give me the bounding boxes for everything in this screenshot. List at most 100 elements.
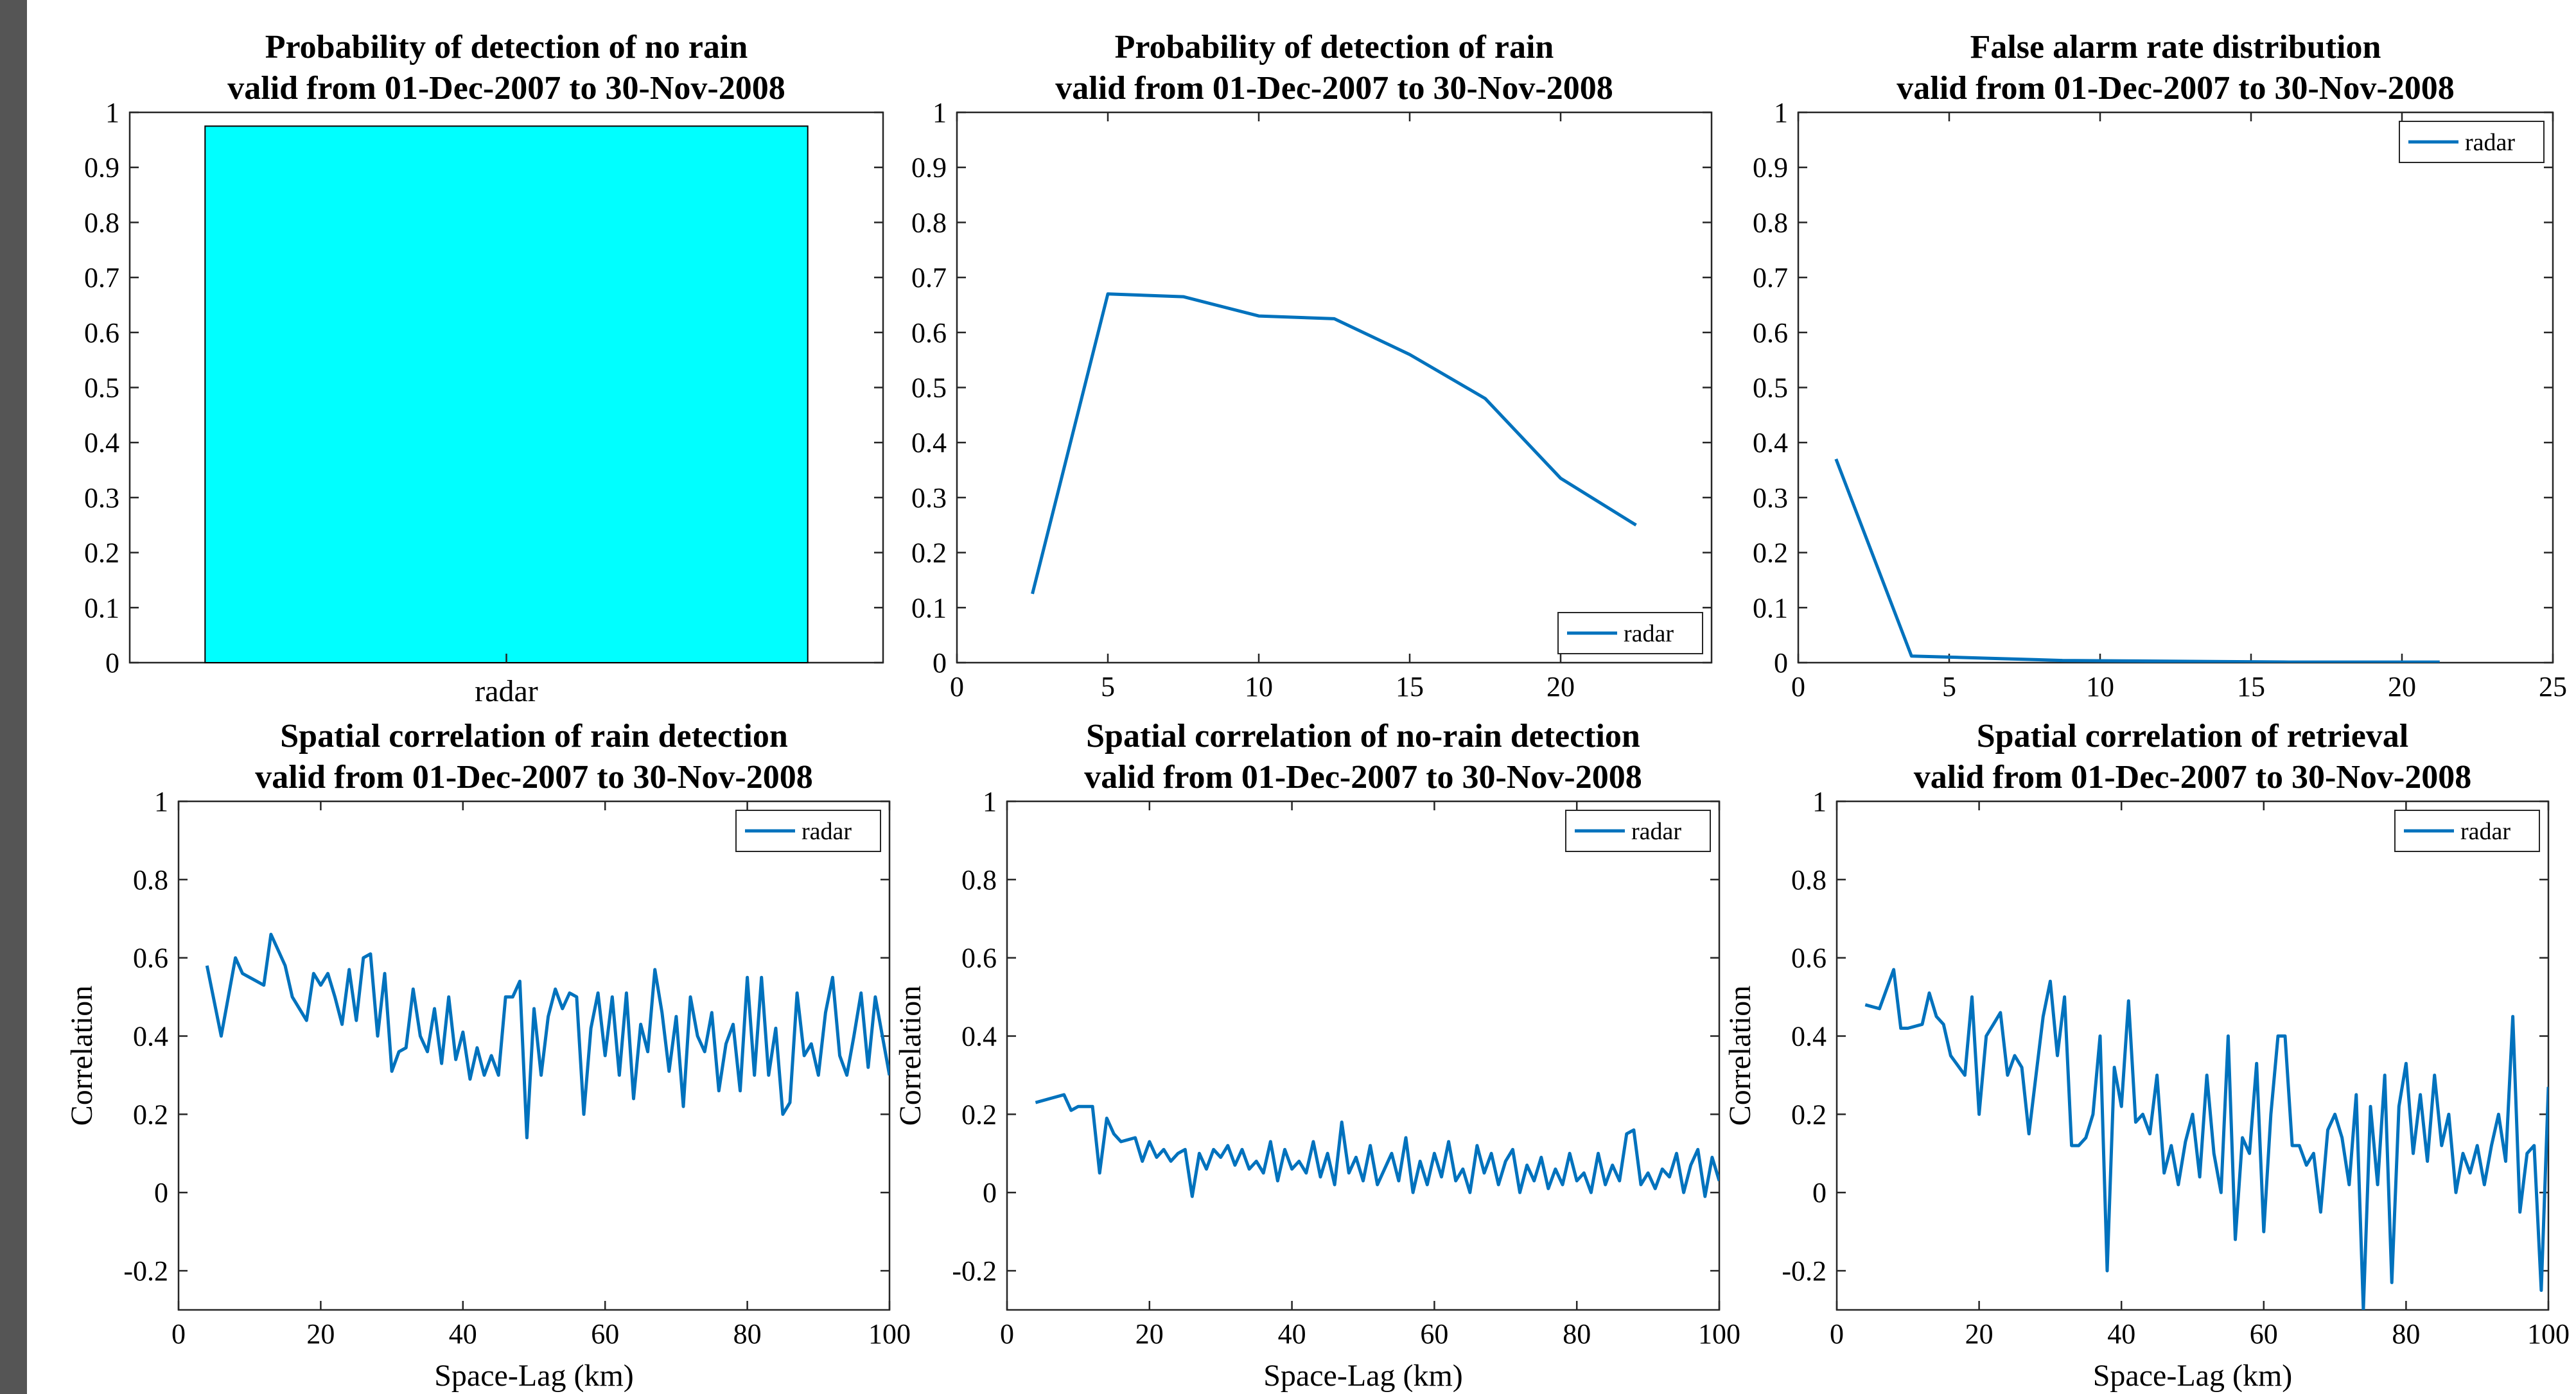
x-tick-label: 15: [1396, 671, 1424, 702]
y-tick-label: 0.8: [1791, 864, 1827, 896]
legend-label: radar: [2465, 129, 2515, 156]
chart-title: Probability of detection of rain: [1115, 29, 1554, 65]
axes-box: [1836, 800, 2550, 1311]
x-axis-label: Space-Lag (km): [434, 1359, 634, 1393]
y-tick-label: 0.3: [911, 482, 947, 514]
x-tick-label: 0: [950, 671, 964, 702]
y-axis-label: Correlation: [893, 986, 927, 1126]
chart-panel-5: Spatial correlation of no-rain detection…: [893, 718, 1740, 1393]
y-tick-label: 0.7: [911, 262, 947, 293]
x-tick-label: 60: [2250, 1318, 2278, 1350]
y-tick-label: 0.4: [911, 427, 947, 458]
y-tick-label: 1: [933, 97, 947, 128]
x-tick-label: 20: [306, 1318, 335, 1350]
y-tick-label: 0.9: [1753, 152, 1788, 184]
y-tick-label: 0.6: [911, 317, 947, 349]
axes-box: [1006, 800, 1721, 1311]
x-tick-label: 40: [2107, 1318, 2135, 1350]
y-tick-label: 0: [154, 1177, 168, 1208]
series-line-radar: [1035, 1093, 1719, 1198]
legend: radar: [1557, 612, 1703, 654]
y-tick-label: 0: [1812, 1177, 1827, 1208]
x-tick-label: 80: [733, 1318, 762, 1350]
chart-title: Probability of detection of no rain: [265, 29, 748, 65]
x-tick-label: 40: [449, 1318, 477, 1350]
y-tick-label: 0.2: [1753, 537, 1788, 569]
y-tick-label: 0: [933, 647, 947, 679]
chart-title: valid from 01-Dec-2007 to 30-Nov-2008: [255, 759, 812, 796]
x-tick-label: 60: [591, 1318, 619, 1350]
y-tick-label: 0.8: [1753, 207, 1788, 238]
x-tick-label: 10: [1245, 671, 1273, 702]
legend-label: radar: [1624, 620, 1674, 647]
x-tick-label: 5: [1942, 671, 1956, 702]
y-tick-label: 0.1: [911, 592, 947, 623]
x-tick-label: 40: [1278, 1318, 1306, 1350]
chart-panel-1: Probability of detection of no rain valid…: [84, 29, 884, 708]
y-tick-label: 0.2: [911, 537, 947, 569]
x-tick-label: 100: [2527, 1318, 2570, 1350]
chart-panel-2: Probability of detection of rain valid fr…: [911, 29, 1713, 702]
chart-panel-6: Spatial correlation of retrieval valid fr…: [1723, 718, 2570, 1393]
legend-label: radar: [802, 818, 852, 845]
chart-title: valid from 01-Dec-2007 to 30-Nov-2008: [1084, 759, 1642, 796]
x-tick-label: 15: [2237, 671, 2265, 702]
x-tick-label: 0: [1830, 1318, 1844, 1350]
y-tick-label: 0.8: [133, 864, 168, 896]
y-tick-label: 0.6: [1753, 317, 1788, 349]
y-tick-label: 0.7: [84, 262, 119, 293]
axes-box: [956, 111, 1713, 664]
y-tick-label: 0.5: [911, 372, 947, 404]
x-tick-label: 20: [1965, 1318, 1993, 1350]
y-tick-label: 1: [1812, 786, 1827, 817]
legend-label: radar: [1631, 818, 1681, 845]
x-axis-label: Space-Lag (km): [2093, 1359, 2293, 1393]
y-tick-label: 0: [1774, 647, 1788, 679]
y-tick-label: 0.4: [1753, 427, 1788, 458]
chart-title: valid from 01-Dec-2007 to 30-Nov-2008: [1897, 70, 2454, 107]
x-tick-label: 0: [1791, 671, 1805, 702]
y-tick-label: 0.5: [1753, 372, 1788, 404]
left-edge-bar: [0, 0, 27, 1394]
y-tick-label: 0: [983, 1177, 997, 1208]
y-tick-label: 0.2: [1791, 1099, 1827, 1130]
legend: radar: [735, 810, 881, 852]
y-tick-label: 0.2: [961, 1099, 997, 1130]
x-tick-label: 100: [1698, 1318, 1740, 1350]
y-tick-label: 0.8: [84, 207, 119, 238]
x-axis-label: Space-Lag (km): [1263, 1359, 1463, 1393]
y-tick-label: 0: [105, 647, 119, 679]
legend: radar: [2394, 810, 2540, 852]
y-tick-label: -0.2: [1782, 1255, 1827, 1287]
legend: radar: [1565, 810, 1711, 852]
y-tick-label: 0.4: [133, 1021, 168, 1052]
x-tick-label: 25: [2539, 671, 2567, 702]
y-tick-label: 0.1: [84, 592, 119, 623]
y-tick-label: 0.3: [84, 482, 119, 514]
y-tick-label: 0.6: [133, 943, 168, 974]
y-tick-label: 0.6: [84, 317, 119, 349]
y-tick-label: 1: [983, 786, 997, 817]
x-tick-label: 80: [1563, 1318, 1591, 1350]
legend-label: radar: [2460, 818, 2510, 845]
y-tick-label: 1: [105, 97, 119, 128]
y-tick-label: 0.4: [84, 427, 119, 458]
legend-box: [2394, 810, 2540, 852]
y-tick-label: 0.1: [1753, 592, 1788, 623]
y-tick-label: 0.7: [1753, 262, 1788, 293]
x-tick-label: 20: [1135, 1318, 1164, 1350]
y-tick-label: 0.8: [961, 864, 997, 896]
chart-title: False alarm rate distribution: [1970, 29, 2381, 65]
series-line-radar: [1834, 458, 2440, 663]
y-tick-label: -0.2: [952, 1255, 997, 1287]
x-tick-label: 5: [1101, 671, 1115, 702]
x-tick-label: 20: [1546, 671, 1575, 702]
x-category-label: radar: [475, 674, 538, 708]
y-axis-label: Correlation: [1723, 986, 1757, 1126]
x-tick-label: 20: [2388, 671, 2416, 702]
x-tick-label: 80: [2392, 1318, 2420, 1350]
y-tick-label: 1: [154, 786, 168, 817]
chart-title: valid from 01-Dec-2007 to 30-Nov-2008: [227, 70, 785, 107]
y-tick-label: 0.8: [911, 207, 947, 238]
